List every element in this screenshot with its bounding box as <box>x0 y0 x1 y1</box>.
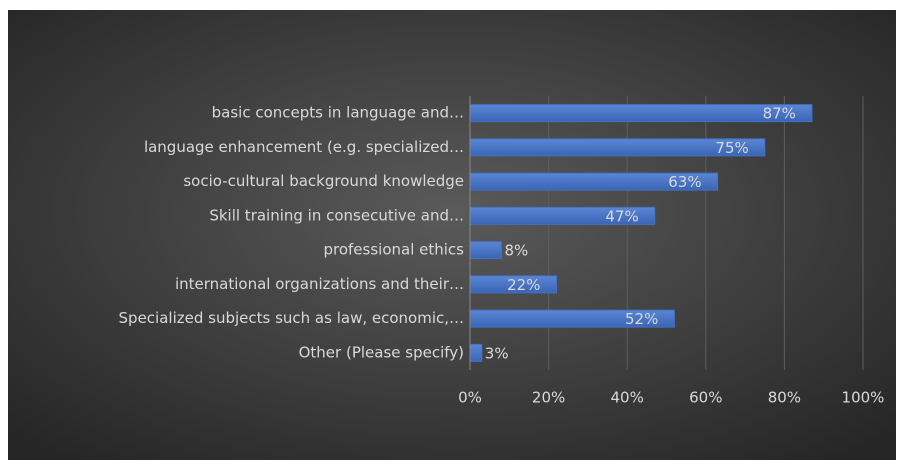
x-tick-label: 40% <box>611 389 644 407</box>
data-label: 8% <box>504 242 528 260</box>
y-tick-label: Specialized subjects such as law, econom… <box>119 309 464 327</box>
y-tick-label: socio-cultural background knowledge <box>183 172 464 190</box>
data-label: 22% <box>507 276 540 294</box>
bar <box>469 104 813 123</box>
y-tick-label: Other (Please specify) <box>299 343 464 361</box>
y-tick-label: international organizations and their… <box>175 275 464 293</box>
chart-background <box>8 10 896 460</box>
y-tick-label: basic concepts in language and… <box>212 104 464 122</box>
data-label: 87% <box>763 105 796 123</box>
x-tick-label: 20% <box>532 389 565 407</box>
data-label: 3% <box>485 344 509 362</box>
bar <box>469 241 502 260</box>
x-tick-label: 0% <box>458 389 482 407</box>
y-tick-label: professional ethics <box>323 241 464 259</box>
x-tick-label: 60% <box>689 389 722 407</box>
data-label: 47% <box>605 207 638 225</box>
y-tick-label: Skill training in consecutive and… <box>209 206 464 224</box>
x-tick-label: 100% <box>842 389 885 407</box>
data-label: 63% <box>668 173 701 191</box>
data-label: 52% <box>625 310 658 328</box>
bar <box>469 343 483 362</box>
data-label: 75% <box>715 139 748 157</box>
y-tick-label: language enhancement (e.g. specialized… <box>144 138 464 156</box>
x-tick-label: 80% <box>768 389 801 407</box>
